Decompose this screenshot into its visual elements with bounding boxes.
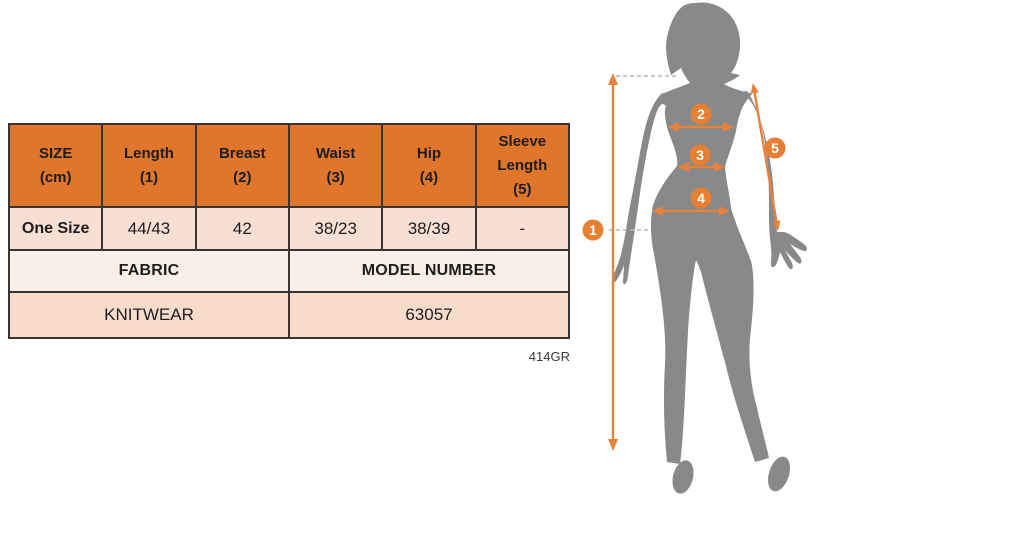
body-measurement-diagram: 1 2 3 4 5: [582, 2, 807, 494]
col-header-waist: Waist (3): [287, 123, 384, 208]
col-header-line: (4): [419, 168, 439, 186]
right-arm-silhouette: [743, 91, 807, 270]
female-body-silhouette: [612, 2, 807, 494]
length-arrow: [608, 73, 618, 451]
col-header-size: SIZE (cm): [7, 123, 104, 208]
col-header-line: Hip: [416, 144, 442, 162]
fabric-label-cell: FABRIC: [8, 249, 290, 293]
table-label-row: FABRIC MODEL NUMBER: [8, 249, 571, 293]
size-chart-table: SIZE (cm) Length (1) Breast (2) Waist (3…: [7, 123, 571, 339]
model-number-value-cell: 63057: [287, 291, 571, 339]
col-header-line: (5): [513, 180, 532, 198]
marker-5-label: 5: [771, 140, 779, 156]
col-header-line: Breast: [218, 144, 266, 162]
col-header-line: (2): [233, 168, 252, 186]
measurement-arrows: [608, 73, 781, 451]
marker-1: 1: [582, 219, 604, 241]
col-header-line: (cm): [39, 168, 72, 186]
col-header-sleeve-length: Sleeve Length (5): [474, 123, 571, 208]
style-code: 414GR: [528, 349, 570, 364]
col-header-line: SIZE: [38, 144, 73, 162]
cell-length-value: 44/43: [101, 206, 197, 251]
col-header-line: (1): [139, 168, 159, 186]
marker-3-label: 3: [696, 147, 704, 163]
marker-1-label: 1: [589, 222, 597, 238]
cell-waist-value: 38/23: [287, 206, 384, 251]
measurement-figure: 1 2 3 4 5: [580, 0, 1024, 531]
fabric-value-cell: KNITWEAR: [8, 291, 290, 339]
table-header-row: SIZE (cm) Length (1) Breast (2) Waist (3…: [7, 123, 571, 208]
hip-width-arrow: [652, 206, 730, 216]
cell-breast-value: 42: [194, 206, 290, 251]
marker-4: 4: [690, 187, 712, 209]
col-header-line: Length: [123, 144, 174, 162]
col-header-line: Waist: [315, 144, 356, 162]
col-header-breast: Breast (2): [194, 123, 290, 208]
body-silhouette-path: [650, 2, 769, 464]
waist-width-arrow: [678, 162, 725, 172]
cell-hip-value: 38/39: [381, 206, 477, 251]
col-header-length: Length (1): [101, 123, 197, 208]
table-size-row: One Size 44/43 42 38/23 38/39 -: [7, 206, 571, 251]
cell-sleeve-length-value: -: [474, 206, 571, 251]
marker-3: 3: [689, 144, 711, 166]
marker-2: 2: [690, 103, 712, 125]
col-header-line: Length: [497, 156, 548, 174]
col-header-hip: Hip (4): [381, 123, 477, 208]
marker-5: 5: [764, 137, 786, 159]
right-foot: [767, 456, 791, 492]
sleeve-length-arrow: [750, 83, 781, 231]
measurement-markers: 1 2 3 4 5: [582, 103, 786, 241]
cell-size-name: One Size: [7, 206, 104, 251]
model-number-label-cell: MODEL NUMBER: [287, 249, 571, 293]
col-header-line: Sleeve: [498, 132, 547, 150]
breast-width-arrow: [668, 122, 734, 132]
table-value-row: KNITWEAR 63057: [8, 291, 571, 339]
col-header-line: (3): [326, 168, 345, 186]
left-arm-silhouette: [612, 93, 669, 285]
marker-2-label: 2: [697, 106, 705, 122]
left-foot: [672, 460, 694, 494]
marker-4-label: 4: [697, 190, 705, 206]
